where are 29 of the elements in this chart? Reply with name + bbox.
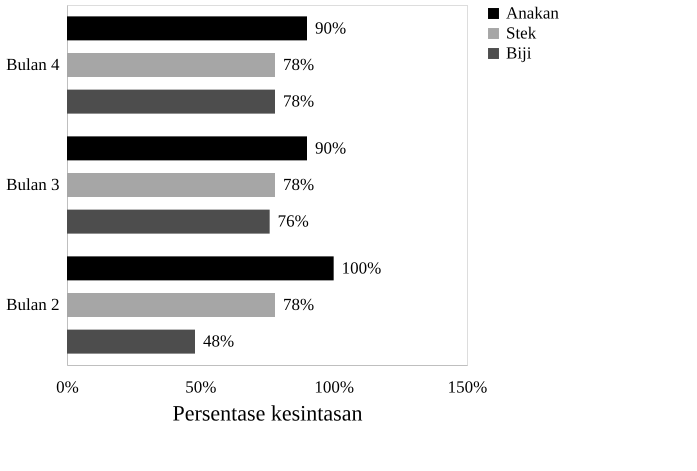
data-label: 90% [315,138,346,158]
x-tick-label: 150% [448,378,488,396]
data-label: 78% [283,175,314,194]
legend-label: Stek [506,24,537,42]
legend-label: Anakan [506,4,560,22]
x-tick-label: 50% [185,378,216,396]
bar [67,16,307,40]
x-axis-title: Persentase kesintasan [172,400,362,426]
bar [67,210,270,234]
bar [67,173,275,197]
data-label: 76% [278,212,309,231]
legend-label: Biji [506,44,532,62]
bar [67,293,275,317]
data-label: 78% [283,55,314,74]
y-tick-label: Bulan 2 [6,295,60,314]
y-tick-label: Bulan 3 [6,175,60,194]
y-tick-label: Bulan 4 [6,55,60,74]
data-label: 90% [315,18,346,38]
bar [67,53,275,77]
data-label: 78% [283,92,314,111]
x-tick-label: 100% [314,378,354,396]
bar [67,256,334,280]
bar [67,330,195,354]
data-label: 78% [283,295,314,314]
data-label: 48% [203,332,234,351]
x-tick-label: 0% [56,378,79,396]
bar [67,90,275,114]
data-label: 100% [342,258,382,278]
bar [67,136,307,160]
